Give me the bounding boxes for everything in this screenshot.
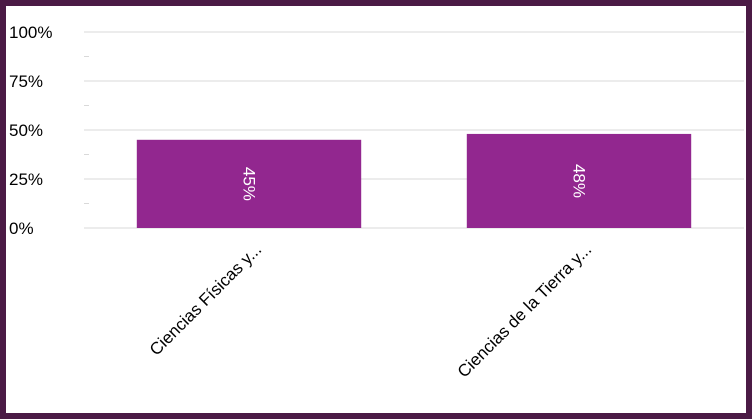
y-tick-label-50: 50%: [9, 121, 43, 140]
x-category-label-1: Ciencias Físicas y...: [146, 240, 265, 359]
y-tick-label-25: 25%: [9, 170, 43, 189]
bar-1: [136, 139, 362, 228]
y-tick-label-100: 100%: [9, 23, 52, 42]
y-axis-minor-ticks: [84, 31, 89, 229]
y-axis-tick-labels: 0% 25% 50% 75% 100%: [9, 23, 52, 238]
data-label-2: 48%: [570, 164, 589, 198]
y-tick-label-0: 0%: [9, 219, 34, 238]
x-category-label-2: Ciencias de la Tierra y...: [454, 240, 595, 381]
bars: 45% 48%: [136, 133, 692, 228]
bar-2: [466, 133, 692, 228]
y-tick-label-75: 75%: [9, 72, 43, 91]
data-label-1: 45%: [240, 167, 259, 201]
x-axis-category-labels: Ciencias Físicas y... Ciencias de la Tier…: [146, 240, 595, 381]
